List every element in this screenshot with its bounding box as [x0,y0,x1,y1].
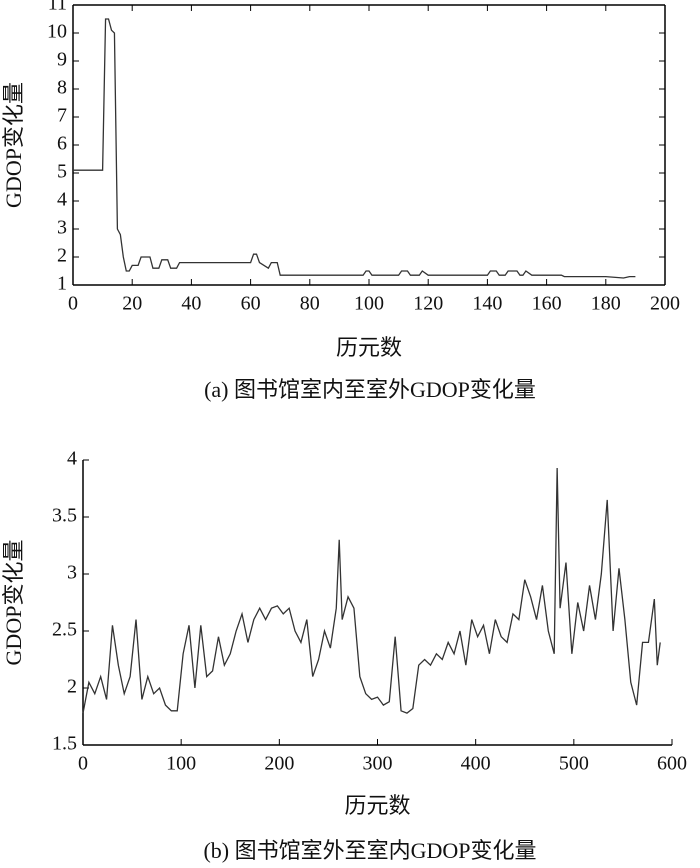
y-tick-label: 10 [47,21,67,43]
x-tick-label: 60 [241,293,261,315]
y-tick-label: 1 [57,273,67,295]
x-axis-label: 历元数 [336,335,402,360]
x-tick-label: 0 [68,293,78,315]
y-tick-label: 1.5 [52,733,77,755]
x-tick-label: 200 [650,293,680,315]
x-tick-label: 100 [354,293,384,315]
x-tick-label: 140 [472,293,502,315]
y-axis-label: GDOP变化量 [1,82,26,208]
x-tick-label: 500 [559,753,589,775]
x-tick-label: 40 [181,293,201,315]
y-tick-label: 11 [48,0,67,15]
y-tick-label: 2 [57,245,67,267]
caption: (a) 图书馆室内至室外GDOP变化量 [204,377,536,402]
x-tick-label: 200 [264,753,294,775]
x-axis-label: 历元数 [344,793,410,818]
x-tick-label: 600 [657,753,687,775]
x-tick-label: 20 [122,293,142,315]
y-axis-label: GDOP变化量 [1,540,26,666]
y-tick-label: 4 [57,189,67,211]
y-tick-label: 2 [67,676,77,698]
y-tick-label: 3 [67,562,77,584]
x-tick-label: 180 [591,293,621,315]
caption: (b) 图书馆室外至室内GDOP变化量 [203,838,536,863]
y-tick-label: 9 [57,49,67,71]
y-tick-label: 2.5 [52,619,77,641]
y-tick-label: 3.5 [52,505,77,527]
x-tick-label: 100 [166,753,196,775]
y-tick-label: 3 [57,217,67,239]
x-tick-label: 300 [363,753,393,775]
y-tick-label: 5 [57,161,67,183]
y-tick-label: 8 [57,77,67,99]
y-tick-label: 7 [57,105,67,127]
data-line [82,467,661,714]
x-tick-label: 120 [413,293,443,315]
x-tick-label: 400 [461,753,491,775]
x-tick-label: 160 [532,293,562,315]
y-tick-label: 4 [67,448,77,470]
data-line [73,18,636,279]
x-tick-label: 80 [300,293,320,315]
x-tick-label: 0 [78,753,88,775]
y-tick-label: 6 [57,133,67,155]
